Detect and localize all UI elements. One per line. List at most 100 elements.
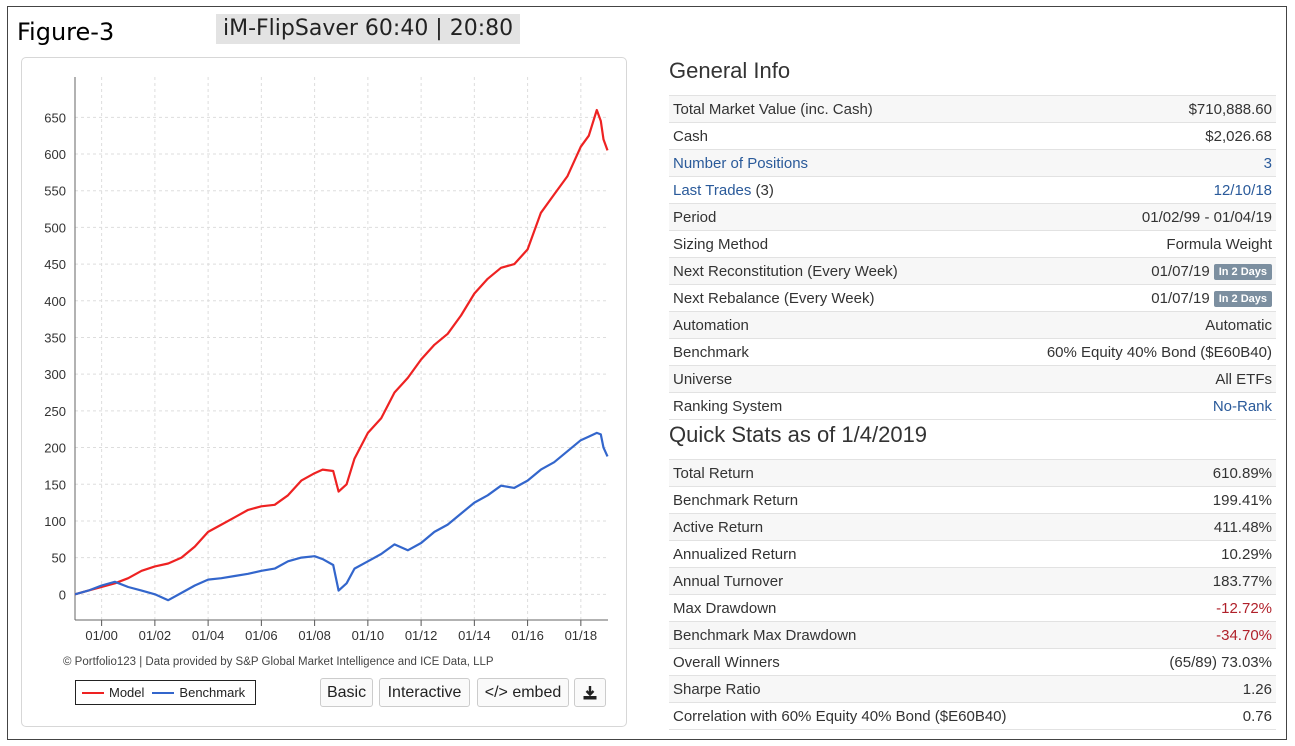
- table-row: Total Market Value (inc. Cash) $710,888.6…: [669, 95, 1276, 123]
- y-tick-label: 450: [44, 257, 66, 272]
- row-label-cell: Overall Winners: [669, 648, 1128, 676]
- status-badge: In 2 Days: [1213, 263, 1272, 280]
- table-row: Benchmark 60% Equity 40% Bond ($E60B40): [669, 338, 1276, 366]
- row-label: Total Return: [673, 464, 754, 482]
- row-value-cell: $710,888.60: [972, 95, 1276, 123]
- x-tick-label: 01/16: [511, 628, 544, 643]
- row-value-cell: 183.77%: [1127, 567, 1276, 595]
- download-button[interactable]: [574, 678, 606, 707]
- row-value: 01/02/99 - 01/04/19: [1141, 208, 1272, 226]
- row-value-cell: 01/07/19 In 2 Days: [972, 284, 1276, 312]
- y-tick-label: 150: [44, 477, 66, 492]
- row-label: Annualized Return: [673, 545, 797, 563]
- row-value: 60% Equity 40% Bond ($E60B40): [1046, 343, 1272, 361]
- row-value: 01/07/19: [1151, 289, 1210, 307]
- row-label-cell: Total Return: [669, 459, 1128, 487]
- chart-credit: © Portfolio123 | Data provided by S&P Gl…: [63, 656, 494, 668]
- series-line-model: [74, 108, 609, 596]
- row-value: 411.48%: [1213, 518, 1272, 536]
- row-label: Total Market Value (inc. Cash): [673, 100, 873, 118]
- row-value-cell: 3: [972, 149, 1276, 177]
- y-tick-label: 250: [44, 404, 66, 419]
- row-label: Ranking System: [673, 397, 783, 415]
- row-label-cell: Benchmark Max Drawdown: [669, 621, 1128, 649]
- row-label-cell: Cash: [669, 122, 973, 150]
- x-tick-label: 01/02: [139, 628, 172, 643]
- legend-swatch-benchmark: [152, 691, 175, 694]
- table-row: Next Reconstitution (Every Week) 01/07/19…: [669, 257, 1276, 285]
- row-label-cell: Sharpe Ratio: [669, 675, 1128, 703]
- table-row: Period 01/02/99 - 01/04/19: [669, 203, 1276, 231]
- y-tick-label: 200: [44, 441, 66, 456]
- row-value: 10.29%: [1221, 545, 1272, 563]
- x-tick-label: 01/08: [298, 628, 331, 643]
- row-label-cell: Automation: [669, 311, 973, 339]
- row-value-cell: 12/10/18: [972, 176, 1276, 204]
- row-value-cell: 610.89%: [1127, 459, 1276, 487]
- basic-button[interactable]: Basic: [320, 678, 373, 707]
- row-value[interactable]: 12/10/18: [1213, 181, 1272, 199]
- row-value: Automatic: [1205, 316, 1272, 334]
- x-tick-label: 01/00: [85, 628, 118, 643]
- row-label: Sizing Method: [673, 235, 769, 253]
- table-row: Overall Winners (65/89) 73.03%: [669, 648, 1276, 676]
- row-label: Period: [673, 208, 717, 226]
- row-value: 0.76: [1242, 707, 1272, 725]
- row-value-cell: -34.70%: [1127, 621, 1276, 649]
- row-value: 610.89%: [1212, 464, 1272, 482]
- row-value-cell: 199.41%: [1127, 486, 1276, 514]
- y-tick-label: 600: [44, 147, 66, 162]
- row-label[interactable]: Number of Positions: [673, 154, 809, 172]
- row-label-cell: Benchmark: [669, 338, 973, 366]
- row-value: $710,888.60: [1188, 100, 1272, 118]
- row-value[interactable]: No-Rank: [1212, 397, 1272, 415]
- embed-button[interactable]: </> embed: [477, 678, 569, 707]
- table-row: Next Rebalance (Every Week) 01/07/19 In 2 …: [669, 284, 1276, 312]
- figure-frame: [7, 6, 1287, 740]
- row-label-cell: Annual Turnover: [669, 567, 1128, 595]
- table-row: Sizing Method Formula Weight: [669, 230, 1276, 258]
- row-label-cell: Annualized Return: [669, 540, 1128, 568]
- table-row: Last Trades (3) 12/10/18: [669, 176, 1276, 204]
- row-label-cell: Benchmark Return: [669, 486, 1128, 514]
- row-label: Active Return: [673, 518, 764, 536]
- y-tick-label: 300: [44, 367, 66, 382]
- row-label-cell: Universe: [669, 365, 973, 393]
- row-value-cell: (65/89) 73.03%: [1127, 648, 1276, 676]
- row-label-cell: Max Drawdown: [669, 594, 1128, 622]
- row-label: Next Reconstitution (Every Week): [673, 262, 898, 280]
- row-value: -34.70%: [1216, 626, 1272, 644]
- table-row: Annual Turnover 183.77%: [669, 567, 1276, 595]
- legend-label-model[interactable]: Model: [109, 685, 145, 700]
- row-label-cell: Number of Positions: [669, 149, 973, 177]
- y-tick-label: 50: [52, 551, 66, 566]
- row-label: Automation: [673, 316, 749, 334]
- table-row: Universe All ETFs: [669, 365, 1276, 393]
- legend-swatch-model: [82, 691, 104, 694]
- row-value-cell: 411.48%: [1127, 513, 1276, 541]
- interactive-button[interactable]: Interactive: [379, 678, 470, 707]
- row-label-cell: Sizing Method: [669, 230, 973, 258]
- row-value-cell: Formula Weight: [972, 230, 1276, 258]
- y-tick-label: 650: [44, 110, 66, 125]
- table-row: Automation Automatic: [669, 311, 1276, 339]
- x-tick-label: 01/18: [565, 628, 598, 643]
- row-value: (65/89) 73.03%: [1169, 653, 1272, 671]
- legend-label-benchmark[interactable]: Benchmark: [179, 685, 246, 700]
- row-label: Max Drawdown: [673, 599, 777, 617]
- table-row: Benchmark Max Drawdown -34.70%: [669, 621, 1276, 649]
- row-value-cell: Automatic: [972, 311, 1276, 339]
- row-value: 1.26: [1242, 680, 1272, 698]
- row-label-cell: Next Rebalance (Every Week): [669, 284, 973, 312]
- x-tick-label: 01/14: [458, 628, 491, 643]
- table-row: Total Return 610.89%: [669, 459, 1276, 487]
- row-label: Sharpe Ratio: [673, 680, 761, 698]
- row-label: Benchmark: [673, 343, 749, 361]
- row-label-cell: Period: [669, 203, 973, 231]
- quick-stats-table: Total Return 610.89% Benchmark Return 199.4…: [669, 459, 1276, 730]
- row-label-cell: Total Market Value (inc. Cash): [669, 95, 973, 123]
- general-info-table: Total Market Value (inc. Cash) $710,888.6…: [669, 95, 1276, 420]
- series-line-benchmark: [74, 431, 609, 602]
- row-label[interactable]: Last Trades: [673, 181, 752, 199]
- row-value[interactable]: 3: [1263, 154, 1272, 172]
